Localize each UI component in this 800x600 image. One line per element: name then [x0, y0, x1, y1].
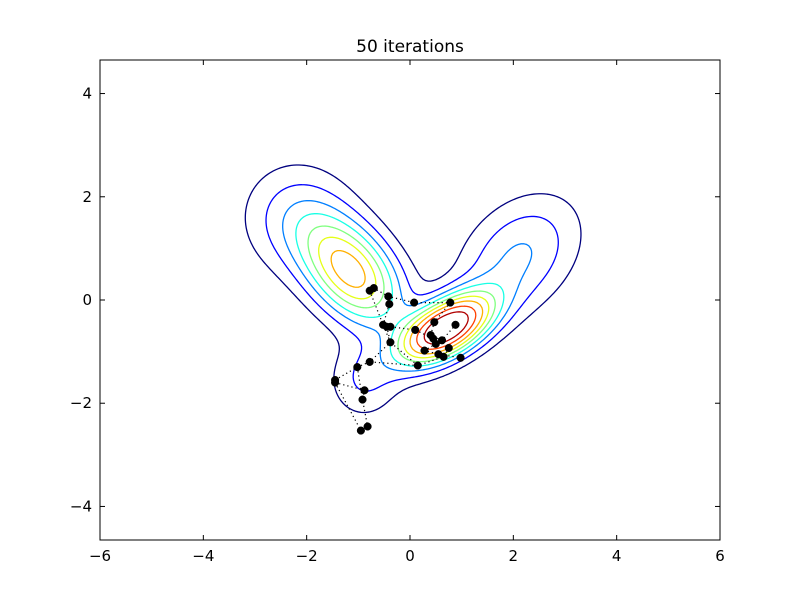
iteration-point-21 — [353, 363, 362, 372]
iteration-point-6 — [446, 298, 455, 307]
iteration-points — [331, 284, 465, 435]
y-tick-label: 0 — [82, 291, 92, 309]
iteration-point-17 — [439, 352, 448, 361]
iteration-point-27 — [331, 378, 340, 387]
iteration-path-6 — [334, 382, 362, 431]
y-tick-label: −4 — [70, 497, 92, 515]
contour-level-2 — [265, 184, 559, 392]
x-tick-label: −2 — [296, 547, 318, 565]
iteration-point-25 — [386, 322, 395, 331]
y-tick-label: −2 — [70, 394, 92, 412]
x-tick-label: −4 — [192, 547, 214, 565]
iteration-point-22 — [386, 338, 395, 347]
y-tick-label: 2 — [82, 188, 92, 206]
x-tick-label: −6 — [89, 547, 111, 565]
iteration-point-2 — [369, 284, 378, 293]
y-axis-ticks: −4 −2 0 2 4 — [70, 85, 720, 515]
iteration-point-7 — [430, 318, 439, 327]
iteration-point-14 — [420, 346, 429, 355]
iteration-point-20 — [365, 357, 374, 366]
x-tick-label: 6 — [715, 547, 725, 565]
contour-level-8 — [416, 305, 477, 350]
y-tick-label: 4 — [82, 85, 92, 103]
x-tick-label: 2 — [509, 547, 519, 565]
chart-title: 50 iterations — [356, 37, 464, 57]
iteration-point-4 — [385, 300, 394, 309]
iteration-point-9 — [411, 325, 420, 334]
iteration-path-8 — [369, 361, 418, 367]
iteration-point-15 — [444, 343, 453, 353]
iteration-point-12 — [437, 336, 447, 345]
x-tick-label: 4 — [612, 547, 622, 565]
iteration-point-3 — [384, 292, 393, 301]
iteration-point-13 — [431, 339, 440, 348]
x-tick-label: 0 — [405, 547, 415, 565]
contour-level-1 — [244, 164, 582, 414]
iteration-point-31 — [356, 426, 365, 435]
iteration-point-8 — [451, 320, 460, 329]
iteration-point-30 — [363, 422, 372, 431]
iteration-path-7 — [356, 367, 364, 400]
iteration-point-5 — [410, 298, 419, 307]
iteration-point-18 — [456, 353, 465, 362]
iteration-point-29 — [358, 395, 367, 404]
iteration-point-28 — [360, 386, 369, 395]
plot-frame — [99, 59, 721, 541]
density-contours — [244, 164, 582, 414]
contour-level-7 — [330, 249, 484, 355]
x-axis-ticks: −6 −4 −2 0 2 4 6 — [89, 60, 725, 565]
iteration-point-19 — [413, 361, 422, 370]
contour-level-5 — [307, 225, 496, 363]
iteration-path-4 — [334, 290, 392, 381]
